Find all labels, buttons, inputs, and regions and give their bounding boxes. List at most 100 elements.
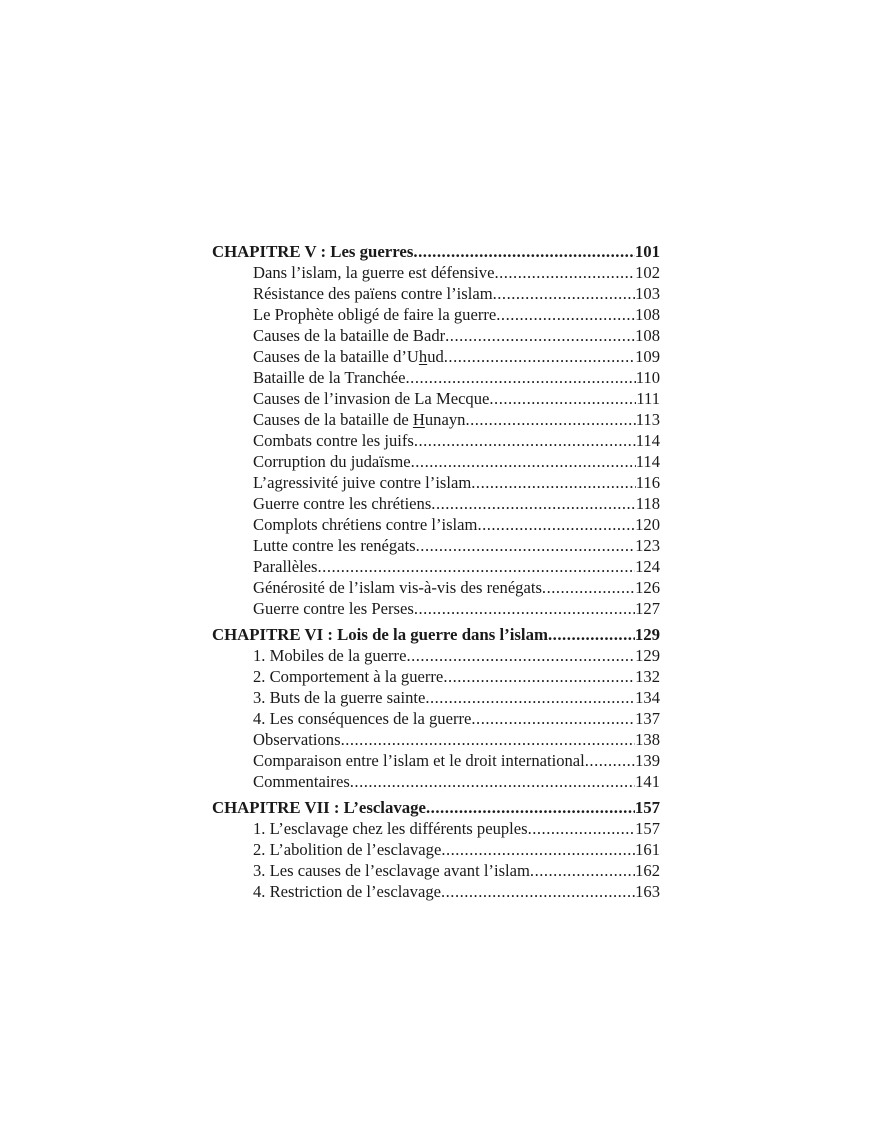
toc-entry-title: 1. L’esclavage chez les différents peupl… xyxy=(253,819,528,838)
dot-leader xyxy=(489,388,636,409)
toc-page-number: 138 xyxy=(635,730,660,749)
toc-entry-title: Commentaires xyxy=(253,772,350,791)
dot-leader xyxy=(496,304,635,325)
title-part: unayn xyxy=(424,410,466,429)
toc-entry: Commentaires 141 xyxy=(212,771,660,792)
dot-leader xyxy=(350,771,635,792)
toc-page-number: 129 xyxy=(634,625,660,644)
toc-page-number: 157 xyxy=(634,798,660,817)
dot-leader xyxy=(431,493,635,514)
dot-leader xyxy=(426,797,635,818)
dot-leader xyxy=(477,514,635,535)
toc-entry-title: Bataille de la Tranchée xyxy=(253,368,406,387)
dot-leader xyxy=(441,839,635,860)
toc-entry-title: Guerre contre les Perses xyxy=(253,599,414,618)
toc-entry-title: 2. L’abolition de l’esclavage xyxy=(253,840,442,859)
toc-entry: Corruption du judaïsme 114 xyxy=(212,451,660,472)
toc-page-number: 113 xyxy=(635,410,660,429)
toc-entry-title: CHAPITRE V : Les guerres xyxy=(212,242,414,261)
toc-page-number: 139 xyxy=(635,751,660,770)
toc-entry-title: 3. Les causes de l’esclavage avant l’isl… xyxy=(253,861,530,880)
toc-entry: Causes de la bataille d’Uhud 109 xyxy=(212,346,660,367)
toc-entry: Causes de l’invasion de La Mecque 111 xyxy=(212,388,660,409)
toc-entry-title: CHAPITRE VI : Lois de la guerre dans l’i… xyxy=(212,625,548,644)
toc-entry-title: Combats contre les juifs xyxy=(253,431,414,450)
toc-entry-title: L’agressivité juive contre l’islam xyxy=(253,473,472,492)
toc-page-number: 162 xyxy=(635,861,660,880)
toc-entry-title: Observations xyxy=(253,730,341,749)
toc-entry: 1. Mobiles de la guerre 129 xyxy=(212,645,660,666)
dot-leader xyxy=(444,346,635,367)
dot-leader xyxy=(471,708,635,729)
toc-page-number: 126 xyxy=(635,578,660,597)
underlined-transliteration: h xyxy=(418,347,428,366)
toc-entry: Bataille de la Tranchée 110 xyxy=(212,367,660,388)
toc-page-number: 116 xyxy=(635,473,660,492)
toc-page-number: 111 xyxy=(636,389,660,408)
toc-entry: Causes de la bataille de Hunayn 113 xyxy=(212,409,660,430)
toc-page-number: 101 xyxy=(634,242,660,261)
toc-page-number: 109 xyxy=(635,347,660,366)
dot-leader xyxy=(585,750,635,771)
toc-chapter-heading: CHAPITRE VI : Lois de la guerre dans l’i… xyxy=(212,624,660,645)
toc-entry-title: Causes de la bataille de Hunayn xyxy=(253,409,465,430)
toc-entry-title: Complots chrétiens contre l’islam xyxy=(253,515,478,534)
title-part: Causes de la bataille d’U xyxy=(253,347,419,366)
dot-leader xyxy=(425,687,635,708)
dot-leader xyxy=(414,598,635,619)
toc-page-number: 134 xyxy=(635,688,660,707)
title-part: Causes de la bataille de xyxy=(253,410,413,429)
dot-leader xyxy=(413,241,634,262)
toc-page-number: 110 xyxy=(635,368,660,387)
toc-chapter-heading: CHAPITRE VII : L’esclavage 157 xyxy=(212,797,660,818)
dot-leader xyxy=(411,451,636,472)
toc-page-number: 103 xyxy=(635,284,660,303)
toc-entry: Combats contre les juifs 114 xyxy=(212,430,660,451)
toc-entry-title: Guerre contre les chrétiens xyxy=(253,494,432,513)
toc-entry-title: Causes de la bataille de Badr xyxy=(253,326,446,345)
toc-page-number: 102 xyxy=(635,263,660,282)
toc-page-number: 120 xyxy=(635,515,660,534)
toc-entry: Guerre contre les Perses 127 xyxy=(212,598,660,619)
toc-entry: 3. Les causes de l’esclavage avant l’isl… xyxy=(212,860,660,881)
dot-leader xyxy=(443,666,635,687)
toc-entry-title: 4. Les conséquences de la guerre xyxy=(253,709,472,728)
dot-leader xyxy=(341,729,636,750)
toc-entry: Comparaison entre l’islam et le droit in… xyxy=(212,750,660,771)
toc-entry: 4. Les conséquences de la guerre 137 xyxy=(212,708,660,729)
toc-entry: 2. L’abolition de l’esclavage 161 xyxy=(212,839,660,860)
toc-page-number: 123 xyxy=(635,536,660,555)
title-part: ud xyxy=(427,347,444,366)
dot-leader xyxy=(414,430,636,451)
toc-chapter-heading: CHAPITRE V : Les guerres 101 xyxy=(212,241,660,262)
toc-entry: Le Prophète obligé de faire la guerre 10… xyxy=(212,304,660,325)
toc-page-number: 137 xyxy=(635,709,660,728)
toc-entry-title: 3. Buts de la guerre sainte xyxy=(253,688,426,707)
dot-leader xyxy=(542,577,635,598)
toc-page-number: 127 xyxy=(635,599,660,618)
dot-leader xyxy=(465,409,635,430)
toc-entry-title: Résistance des païens contre l’islam xyxy=(253,284,493,303)
toc-page-number: 108 xyxy=(635,305,660,324)
dot-leader xyxy=(493,283,635,304)
toc-page-number: 161 xyxy=(635,840,660,859)
toc-entry: Observations 138 xyxy=(212,729,660,750)
table-of-contents: CHAPITRE V : Les guerres 101 Dans l’islam,… xyxy=(212,241,660,902)
toc-entry: Complots chrétiens contre l’islam 120 xyxy=(212,514,660,535)
dot-leader xyxy=(406,645,635,666)
toc-page-number: 163 xyxy=(635,882,660,901)
toc-entry: Parallèles 124 xyxy=(212,556,660,577)
dot-leader xyxy=(445,325,635,346)
toc-entry: Générosité de l’islam vis-à-vis des rené… xyxy=(212,577,660,598)
toc-entry-title: Comparaison entre l’islam et le droit in… xyxy=(253,751,585,770)
toc-entry-title: Générosité de l’islam vis-à-vis des rené… xyxy=(253,578,542,597)
dot-leader xyxy=(406,367,636,388)
dot-leader xyxy=(494,262,635,283)
toc-page-number: 141 xyxy=(635,772,660,791)
toc-entry-title: Corruption du judaïsme xyxy=(253,452,411,471)
toc-entry: Lutte contre les renégats 123 xyxy=(212,535,660,556)
toc-entry-title: Dans l’islam, la guerre est défensive xyxy=(253,263,495,282)
toc-entry-title: 4. Restriction de l’esclavage xyxy=(253,882,441,901)
toc-page-number: 114 xyxy=(635,431,660,450)
dot-leader xyxy=(318,556,636,577)
